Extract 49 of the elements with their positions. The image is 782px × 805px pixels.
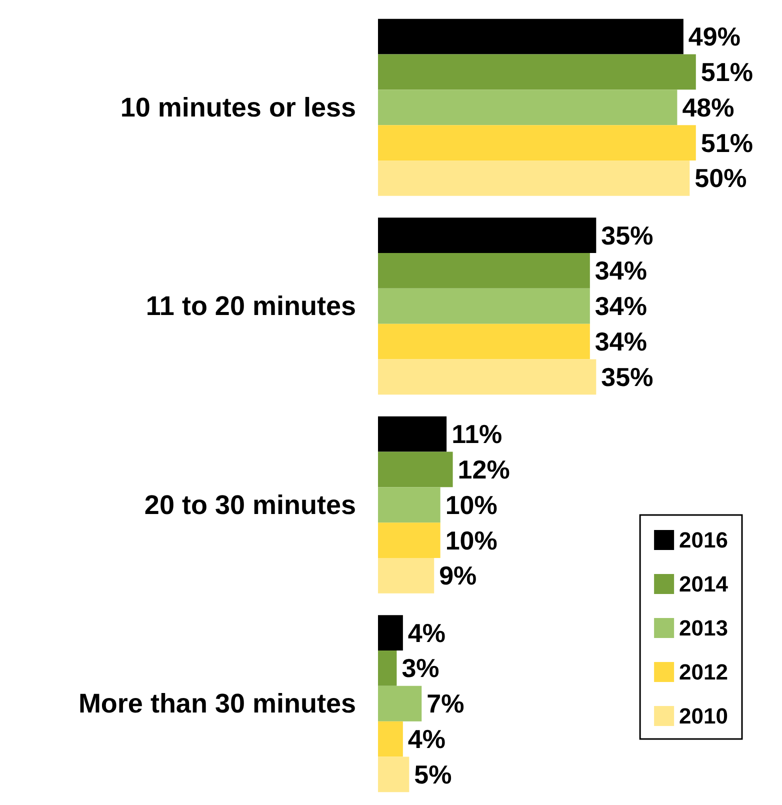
data-label: 7%: [426, 688, 464, 719]
data-label: 50%: [694, 163, 747, 194]
data-label: 11%: [452, 419, 502, 450]
bar: [378, 90, 678, 126]
bar: [378, 686, 422, 722]
bar: [378, 558, 434, 594]
bar: [378, 359, 596, 395]
y-tick-label: 10 minutes or less: [120, 92, 356, 122]
bar: [378, 218, 596, 254]
legend-label: 2012: [679, 660, 728, 684]
legend-label: 2013: [679, 616, 728, 640]
bar: [378, 253, 590, 288]
data-label: 3%: [402, 653, 440, 684]
data-label: 34%: [594, 291, 647, 322]
data-label: 51%: [700, 56, 753, 87]
data-label: 12%: [458, 454, 510, 484]
y-tick-label: 20 to 30 minutes: [144, 490, 356, 520]
data-label: 34%: [594, 256, 647, 286]
bar: [378, 721, 403, 757]
bar: [378, 18, 684, 54]
bar: [378, 756, 410, 792]
data-label: 35%: [601, 362, 654, 392]
legend-label: 2010: [679, 704, 728, 728]
bar: [378, 522, 440, 558]
data-label: 10%: [445, 490, 498, 520]
y-tick-label: More than 30 minutes: [78, 688, 356, 719]
bar: [378, 324, 590, 360]
legend-label: 2014: [679, 572, 729, 596]
data-label: 5%: [414, 759, 452, 790]
data-label: 4%: [408, 618, 446, 648]
y-tick-label: 11 to 20 minutes: [146, 291, 356, 322]
bar: [378, 452, 453, 488]
data-label: 51%: [700, 128, 753, 158]
bar: [378, 650, 397, 686]
legend-label: 2016: [679, 528, 728, 552]
bar: [378, 288, 590, 324]
bar: [378, 54, 696, 90]
bar: [378, 160, 690, 196]
data-label: 9%: [439, 560, 477, 591]
data-label: 35%: [601, 220, 654, 250]
bar: [378, 125, 696, 160]
bar: [378, 416, 447, 452]
data-label: 34%: [594, 326, 647, 357]
data-label: 49%: [688, 22, 740, 52]
bar: [378, 615, 403, 651]
data-label: 4%: [408, 724, 446, 754]
data-label: 10%: [445, 525, 498, 556]
data-label: 48%: [682, 92, 734, 122]
bar: [378, 487, 440, 523]
